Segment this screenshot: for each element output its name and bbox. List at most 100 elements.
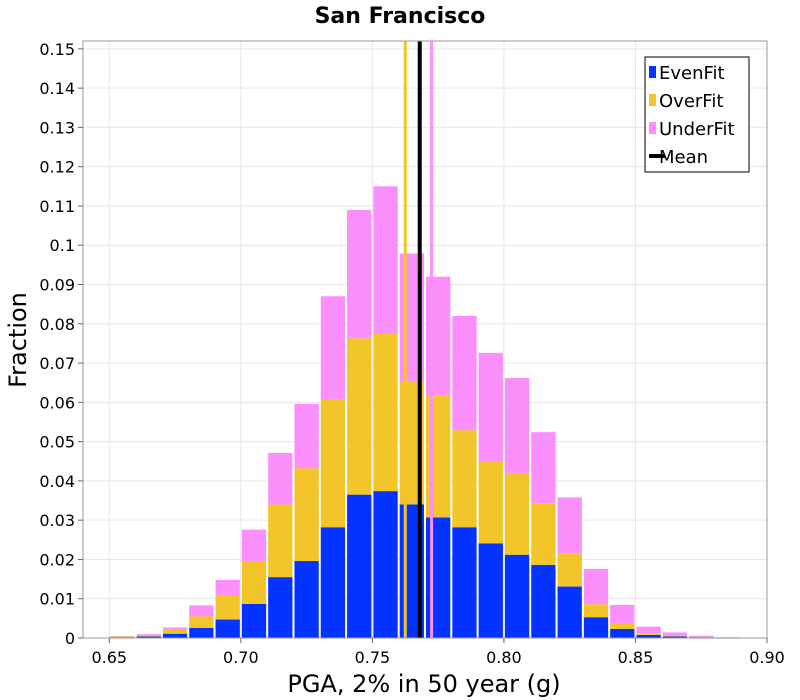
legend-label-underfit: UnderFit: [659, 119, 735, 140]
bar-underfit: [215, 579, 240, 596]
bar-overfit: [373, 334, 398, 492]
legend-swatch-underfit: [649, 122, 656, 134]
bar-underfit: [531, 432, 556, 504]
bar-overfit: [162, 628, 188, 634]
x-tick-label: 0.80: [486, 648, 522, 667]
y-tick-label: 0.04: [39, 472, 75, 491]
legend-label-mean: Mean: [659, 147, 708, 168]
bar-underfit: [610, 605, 635, 624]
bar-underfit: [689, 635, 714, 637]
bar-underfit: [320, 296, 346, 400]
bar-underfit: [162, 627, 188, 629]
bar-overfit: [426, 395, 451, 518]
bar-underfit: [347, 209, 372, 339]
x-tick-label: 0.70: [223, 648, 259, 667]
x-tick-label: 0.90: [749, 648, 785, 667]
bar-evenfit: [373, 491, 398, 638]
bar-overfit: [347, 338, 372, 495]
bar-overfit: [504, 473, 530, 555]
y-tick-label: 0.15: [39, 40, 75, 59]
y-tick-label: 0.14: [39, 79, 75, 98]
bar-underfit: [241, 529, 267, 562]
x-axis-label: PGA, 2% in 50 year (g): [287, 670, 560, 698]
bar-overfit: [189, 616, 214, 628]
bar-evenfit: [531, 564, 556, 638]
legend-swatch-evenfit: [649, 66, 656, 78]
bar-overfit: [478, 461, 503, 544]
y-tick-label: 0.05: [39, 433, 75, 452]
bar-evenfit: [294, 561, 319, 638]
legend-swatch-overfit: [649, 94, 656, 106]
bar-overfit: [583, 604, 609, 618]
bar-underfit: [557, 497, 582, 554]
bar-overfit: [136, 634, 161, 637]
bar-underfit: [636, 626, 661, 634]
bar-underfit: [504, 377, 530, 474]
bar-evenfit: [662, 636, 688, 638]
bar-evenfit: [583, 617, 609, 638]
bar-evenfit: [136, 636, 161, 638]
y-tick-label: 0.13: [39, 118, 75, 137]
bar-underfit: [136, 634, 161, 635]
bar-underfit: [189, 605, 214, 617]
bar-overfit: [452, 430, 477, 528]
x-tick-label: 0.65: [91, 648, 127, 667]
bar-overfit: [610, 623, 635, 629]
bar-underfit: [452, 315, 477, 431]
bar-underfit: [662, 632, 688, 636]
histogram-bars: [110, 186, 740, 638]
bar-overfit: [241, 561, 267, 604]
y-tick-label: 0.09: [39, 276, 75, 295]
x-tick-label: 0.75: [355, 648, 391, 667]
bar-overfit: [294, 468, 319, 562]
y-axis-ticks: 0 0.01 0.02 0.03 0.04 0.05 0.06 0.07 0.08 0.09 0.1…: [39, 40, 83, 648]
legend-label-evenfit: EvenFit: [659, 63, 725, 84]
y-tick-label: 0.02: [39, 550, 75, 569]
bar-evenfit: [426, 517, 451, 638]
bar-evenfit: [557, 586, 582, 638]
y-tick-label: 0.06: [39, 393, 75, 412]
bar-underfit: [426, 276, 451, 396]
bar-evenfit: [347, 494, 372, 638]
legend-label-overfit: OverFit: [659, 91, 723, 112]
x-axis-ticks: 0.65 0.70 0.75 0.80 0.85 0.90: [91, 638, 785, 667]
y-tick-label: 0.03: [39, 511, 75, 530]
y-tick-label: 0.11: [39, 197, 75, 216]
bar-evenfit: [478, 543, 503, 638]
y-tick-label: 0.01: [39, 590, 75, 609]
bar-overfit: [268, 504, 293, 578]
y-tick-label: 0.1: [50, 236, 75, 255]
bar-overfit: [215, 595, 240, 620]
chart-title: San Francisco: [315, 4, 486, 29]
y-axis-label: Fraction: [4, 292, 32, 388]
bar-evenfit: [452, 527, 477, 638]
bar-underfit: [373, 186, 398, 335]
bar-overfit: [531, 503, 556, 565]
bar-overfit: [110, 636, 135, 638]
bar-evenfit: [215, 619, 240, 638]
bar-evenfit: [504, 554, 530, 638]
x-tick-label: 0.85: [618, 648, 654, 667]
bar-evenfit: [636, 634, 661, 638]
bar-evenfit: [241, 603, 267, 638]
bar-evenfit: [610, 628, 635, 638]
bar-evenfit: [268, 577, 293, 638]
bar-underfit: [478, 352, 503, 462]
y-tick-label: 0.08: [39, 315, 75, 334]
bar-underfit: [268, 453, 293, 505]
bar-overfit: [557, 553, 582, 587]
y-tick-label: 0.12: [39, 158, 75, 177]
legend-box: [644, 56, 750, 173]
bar-underfit: [583, 568, 609, 605]
bar-overfit: [320, 399, 346, 528]
bar-underfit: [294, 403, 319, 469]
bar-evenfit: [320, 527, 346, 638]
bar-overfit: [636, 633, 661, 635]
bar-evenfit: [189, 627, 214, 638]
legend: EvenFit OverFit UnderFit Mean: [644, 56, 750, 173]
plot-frame: [82, 40, 768, 639]
bar-evenfit: [162, 633, 188, 638]
bar-overfit: [662, 635, 688, 637]
vertical-reference-lines: [403, 41, 434, 638]
